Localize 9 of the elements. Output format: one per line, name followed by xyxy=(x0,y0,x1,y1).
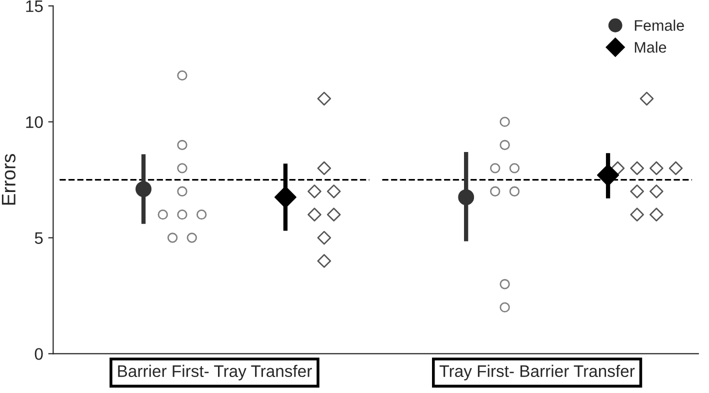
x-tick-label: Tray First- Barrier Transfer xyxy=(440,364,635,380)
y-axis-title: Errors xyxy=(2,154,16,205)
legend-label: Female xyxy=(634,20,684,31)
y-tick-label: 0 xyxy=(34,348,43,360)
y-tick-label: 5 xyxy=(34,232,43,244)
x-tick-label: Barrier First- Tray Transfer xyxy=(118,364,312,380)
y-tick-label: 15 xyxy=(26,0,43,12)
legend-label: Male xyxy=(634,42,666,53)
y-tick-label: 10 xyxy=(26,116,43,128)
